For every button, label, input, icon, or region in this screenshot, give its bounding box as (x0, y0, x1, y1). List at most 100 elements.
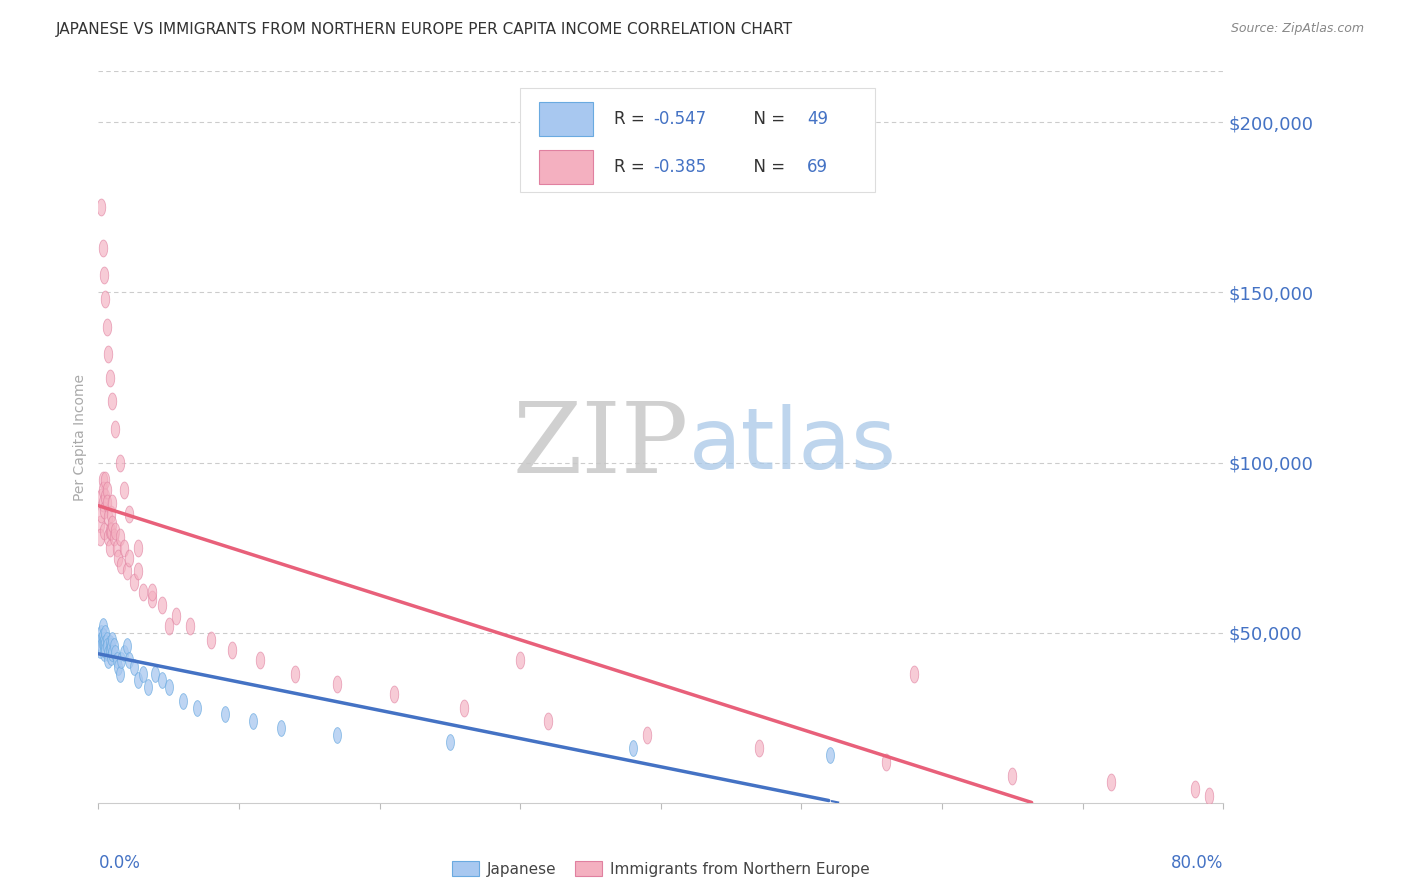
Point (98, 370, 121, 384)
Point (90, 640, 112, 654)
Point (93, 632, 115, 647)
Text: -0.547: -0.547 (652, 110, 706, 128)
Text: R =: R = (613, 158, 650, 176)
Point (89, 531, 111, 545)
Point (453, 700, 475, 714)
Point (101, 496, 124, 510)
Point (91, 473, 114, 487)
Point (97, 347, 120, 361)
Point (136, 680, 159, 694)
Point (94, 490, 117, 504)
Point (112, 483, 135, 497)
Point (150, 599, 173, 613)
Point (382, 687, 405, 701)
Point (242, 714, 264, 728)
Point (94, 625, 117, 640)
Point (818, 748, 841, 763)
Point (96, 632, 118, 647)
Point (122, 659, 145, 673)
Point (214, 707, 236, 722)
Point (104, 524, 127, 538)
Point (127, 541, 149, 555)
Point (91, 619, 114, 633)
Point (249, 653, 271, 667)
Point (270, 721, 292, 735)
Point (93, 503, 115, 517)
Point (101, 516, 124, 531)
Point (105, 653, 128, 667)
Point (118, 550, 141, 565)
Point (326, 677, 349, 691)
Point (97, 510, 120, 524)
Point (91, 483, 114, 497)
Point (903, 666, 925, 681)
Point (98, 642, 121, 657)
Point (132, 666, 155, 681)
Point (90, 490, 112, 504)
Point (98, 636, 121, 650)
Point (875, 755, 897, 769)
Point (127, 565, 149, 579)
Point (97, 653, 120, 667)
Point (165, 608, 187, 623)
Point (110, 653, 132, 667)
Point (105, 541, 128, 555)
Point (326, 728, 349, 742)
Text: 69: 69 (807, 158, 828, 176)
Text: JAPANESE VS IMMIGRANTS FROM NORTHERN EUROPE PER CAPITA INCOME CORRELATION CHART: JAPANESE VS IMMIGRANTS FROM NORTHERN EUR… (56, 22, 793, 37)
Point (118, 653, 141, 667)
Point (93, 524, 115, 538)
Point (284, 666, 307, 681)
Point (157, 680, 180, 694)
Point (90, 632, 112, 647)
Point (1099, 775, 1122, 789)
Bar (540, 102, 593, 136)
Point (101, 646, 124, 660)
Point (439, 734, 461, 748)
Point (103, 640, 125, 654)
Text: ZIP: ZIP (513, 398, 689, 494)
Point (96, 483, 118, 497)
Text: 80.0%: 80.0% (1171, 854, 1223, 872)
Point (509, 653, 531, 667)
Point (91, 241, 114, 255)
Point (101, 394, 124, 409)
Text: 0.0%: 0.0% (98, 854, 141, 872)
Point (94, 642, 117, 657)
Point (91, 629, 114, 643)
Point (90, 507, 112, 521)
Point (97, 646, 120, 660)
Point (96, 640, 118, 654)
Point (97, 531, 120, 545)
Point (112, 541, 135, 555)
Point (748, 741, 770, 756)
FancyBboxPatch shape (520, 88, 875, 192)
Point (100, 524, 122, 538)
Point (186, 700, 208, 714)
Point (89, 642, 111, 657)
Text: N =: N = (742, 158, 790, 176)
Point (107, 550, 129, 565)
Point (636, 728, 658, 742)
Point (101, 632, 124, 647)
Point (221, 642, 243, 657)
Point (172, 694, 194, 708)
Point (93, 640, 115, 654)
Point (89, 516, 111, 531)
Point (100, 649, 122, 664)
Point (94, 636, 117, 650)
Text: R =: R = (613, 110, 650, 128)
Text: atlas: atlas (689, 404, 897, 488)
Point (200, 632, 222, 647)
Point (96, 319, 118, 334)
Point (100, 507, 122, 521)
Point (179, 619, 201, 633)
Point (104, 421, 127, 435)
Point (1184, 782, 1206, 797)
Point (132, 585, 155, 599)
Point (91, 636, 114, 650)
Point (108, 456, 131, 470)
Point (112, 646, 135, 660)
Point (115, 640, 138, 654)
Point (118, 507, 141, 521)
